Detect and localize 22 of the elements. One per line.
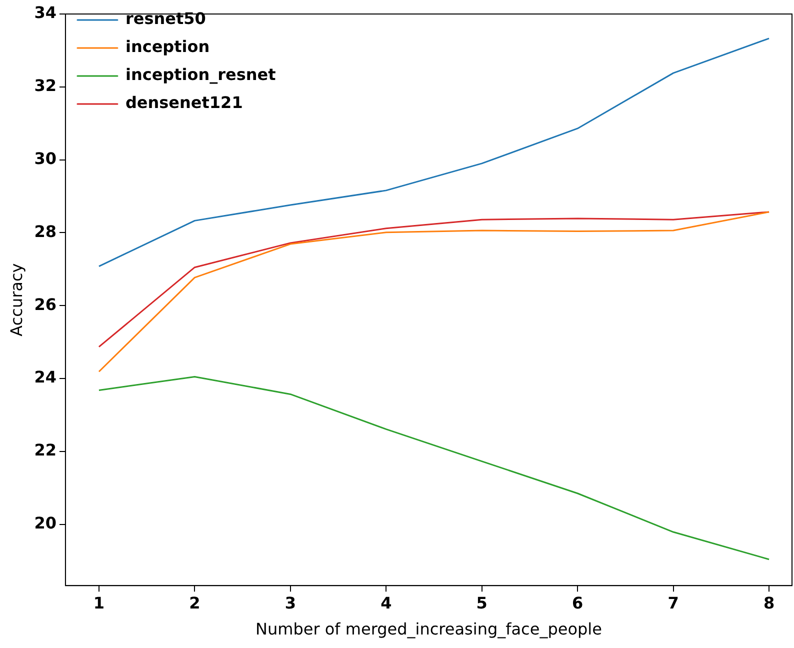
legend-label: resnet50 <box>125 9 206 28</box>
y-tick-label: 24 <box>34 368 56 387</box>
y-tick-label: 32 <box>34 76 56 96</box>
y-tick-label: 20 <box>34 514 56 533</box>
y-tick-label: 26 <box>34 294 56 314</box>
y-tick-label: 22 <box>34 440 56 460</box>
x-tick-label: 1 <box>93 593 105 612</box>
y-tick-label: 28 <box>34 222 56 241</box>
y-tick-label: 34 <box>34 3 56 22</box>
y-axis-title: Accuracy <box>6 263 26 336</box>
legend-label: inception_resnet <box>125 65 276 84</box>
x-tick-label: 3 <box>284 593 296 612</box>
y-tick-label: 30 <box>34 148 56 168</box>
x-tick-label: 5 <box>476 593 488 612</box>
x-tick-label: 7 <box>668 593 679 612</box>
x-tick-label: 8 <box>763 593 775 612</box>
x-tick-label: 6 <box>572 593 584 612</box>
x-tick-label: 4 <box>380 593 392 612</box>
x-axis-title: Number of merged_increasing_face_people <box>256 620 602 639</box>
x-tick-label: 2 <box>189 593 200 612</box>
legend-label: inception <box>125 37 210 56</box>
legend-label: densenet121 <box>125 93 243 112</box>
